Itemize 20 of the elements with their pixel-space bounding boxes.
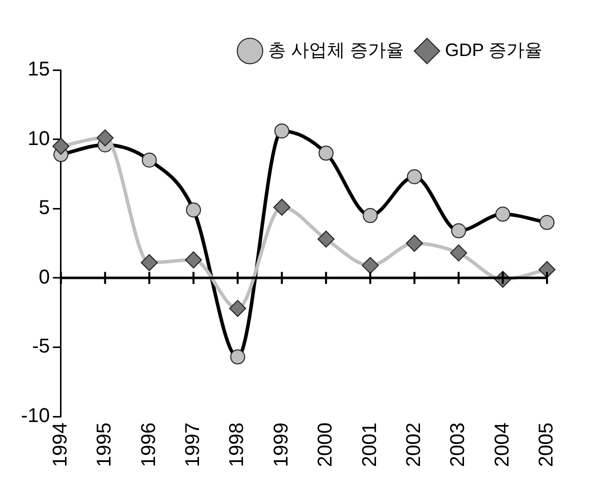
x-tick-label: 2004 [491, 422, 514, 468]
x-tick-label: 1998 [226, 422, 248, 468]
legend-label: GDP 증가율 [444, 40, 543, 60]
y-tick-label: 0 [38, 266, 50, 288]
y-tick-label: 10 [28, 128, 50, 150]
y-tick-label: 15 [28, 58, 50, 81]
x-tick-label: 2000 [314, 422, 337, 468]
x-tick-label: 2003 [447, 422, 470, 468]
y-tick-label: -10 [21, 405, 50, 428]
x-tick-label: 1995 [94, 422, 116, 468]
y-tick-label: -5 [32, 336, 50, 358]
x-tick-label: 2005 [536, 422, 558, 468]
x-tick-label: 2002 [402, 422, 425, 468]
x-tick-label: 1999 [270, 422, 292, 468]
y-tick-label: 5 [38, 197, 50, 220]
x-tick-label: 1994 [49, 422, 72, 468]
x-tick-label: 1997 [182, 422, 204, 468]
x-tick-label: 1996 [138, 422, 160, 468]
x-tick-label: 2001 [358, 422, 381, 468]
legend-label: 총 사업체 증가율 [268, 40, 404, 60]
